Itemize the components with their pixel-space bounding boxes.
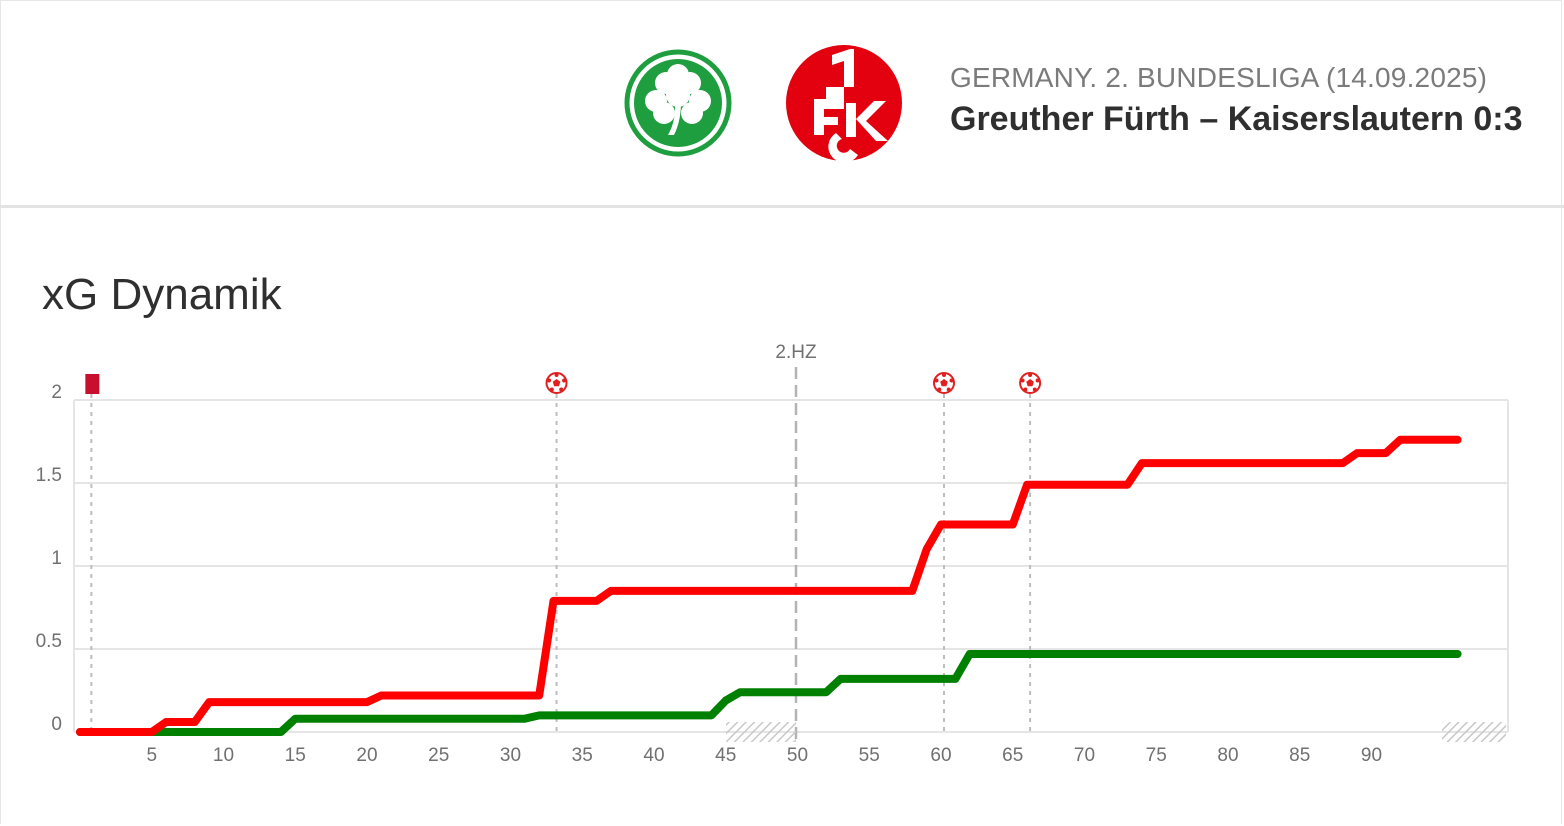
- football-patch: [1032, 387, 1037, 392]
- football-patch: [940, 379, 948, 387]
- football-patch: [946, 387, 951, 392]
- football-icon: [933, 372, 955, 394]
- football-patch: [562, 378, 567, 383]
- x-tick-label: 65: [1002, 745, 1023, 766]
- y-tick-label: 0: [51, 714, 62, 735]
- football-patch: [1035, 378, 1040, 383]
- match-result: Greuther Fürth – Kaiserslautern 0:3: [950, 100, 1523, 138]
- xg-line-greuther-furth: [76, 650, 1462, 736]
- football-patch: [547, 378, 552, 383]
- stoppage-hatch-first-half: [726, 722, 796, 742]
- x-tick-label: 40: [643, 745, 664, 766]
- football-patch: [937, 387, 942, 392]
- football-patch: [942, 373, 946, 377]
- x-tick-label: 45: [715, 745, 736, 766]
- x-tick-label: 20: [356, 745, 377, 766]
- stoppage-hatch-second-half: [1442, 722, 1506, 742]
- y-tick-label: 1: [51, 548, 62, 569]
- football-patch: [1028, 373, 1033, 377]
- football-patch: [554, 373, 559, 377]
- red-card-icon: [85, 374, 100, 394]
- chart-series: [76, 435, 1462, 736]
- match-info: GERMANY. 2. BUNDESLIGA (14.09.2025) Greu…: [950, 62, 1523, 139]
- xg-line-kaiserslautern: [76, 435, 1462, 736]
- x-tick-label: 35: [572, 745, 593, 766]
- y-tick-label: 1.5: [36, 465, 62, 486]
- x-tick-label: 15: [285, 745, 306, 766]
- football-patch: [1026, 379, 1034, 387]
- x-tick-label: 75: [1146, 745, 1167, 766]
- x-tick-label: 60: [930, 745, 951, 766]
- y-tick-label: 2: [51, 382, 62, 403]
- cloverleaf-crest-icon: [624, 49, 732, 157]
- stoppage-time-hatch: [726, 722, 1506, 742]
- xg-chart: 00.511.525 10 15 20 25 30 35 40 45 50 55 60 65 70 75 80…: [36, 342, 1509, 766]
- x-tick-label: 10: [213, 745, 234, 766]
- football-icon: [545, 372, 568, 394]
- x-tick-label: 55: [859, 745, 880, 766]
- football-patch: [1020, 378, 1025, 383]
- football-patch: [559, 387, 564, 392]
- football-patch: [934, 378, 939, 383]
- halftime-label: 2.HZ: [775, 342, 817, 363]
- y-tick-label: 0.5: [36, 631, 62, 652]
- x-tick-label: 25: [428, 745, 449, 766]
- 1fck-crest-icon: [786, 45, 902, 163]
- x-tick-label: 30: [500, 745, 521, 766]
- x-tick-label: 80: [1217, 745, 1238, 766]
- x-tick-label: 50: [787, 745, 808, 766]
- football-patch: [949, 378, 954, 383]
- x-tick-label: 5: [146, 745, 157, 766]
- section-title: xG Dynamik: [42, 270, 282, 319]
- x-tick-label: 70: [1074, 745, 1095, 766]
- match-header: GERMANY. 2. BUNDESLIGA (14.09.2025) Greu…: [0, 0, 1564, 208]
- chart-grid: [73, 367, 1509, 742]
- league-date: GERMANY. 2. BUNDESLIGA (14.09.2025): [950, 62, 1488, 93]
- football-patch: [552, 379, 561, 387]
- football-patch: [549, 387, 554, 392]
- football-patch: [1023, 387, 1028, 392]
- football-icon: [1019, 372, 1042, 394]
- chart-axes: 00.511.525 10 15 20 25 30 35 40 45 50 55 60 65 70 75 80…: [36, 342, 1382, 766]
- x-tick-label: 90: [1361, 745, 1382, 766]
- x-tick-label: 85: [1289, 745, 1310, 766]
